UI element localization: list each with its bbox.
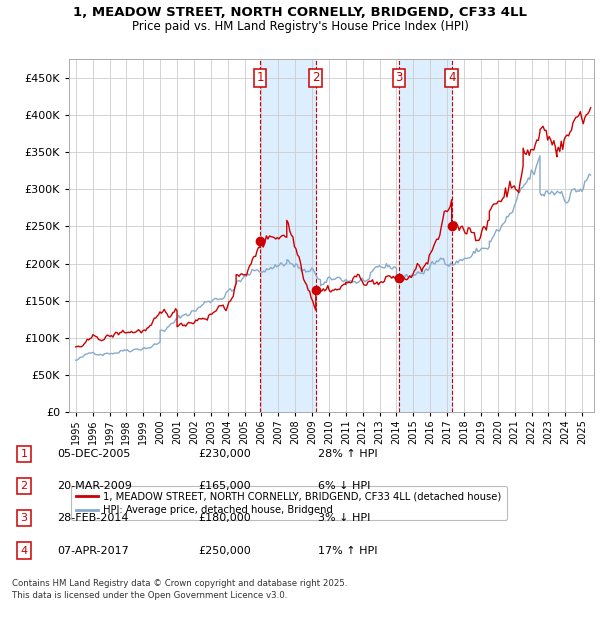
Text: £165,000: £165,000 <box>198 481 251 491</box>
Text: 28% ↑ HPI: 28% ↑ HPI <box>318 449 377 459</box>
Text: 3: 3 <box>20 513 28 523</box>
Text: 4: 4 <box>448 71 455 84</box>
Text: £230,000: £230,000 <box>198 449 251 459</box>
Text: £250,000: £250,000 <box>198 546 251 556</box>
Text: 1: 1 <box>256 71 264 84</box>
Text: 20-MAR-2009: 20-MAR-2009 <box>57 481 132 491</box>
Text: 1: 1 <box>20 449 28 459</box>
Text: Contains HM Land Registry data © Crown copyright and database right 2025.: Contains HM Land Registry data © Crown c… <box>12 578 347 588</box>
Text: 2: 2 <box>312 71 320 84</box>
Text: Price paid vs. HM Land Registry's House Price Index (HPI): Price paid vs. HM Land Registry's House … <box>131 20 469 33</box>
Text: 3: 3 <box>395 71 403 84</box>
Text: 6% ↓ HPI: 6% ↓ HPI <box>318 481 370 491</box>
Text: 4: 4 <box>20 546 28 556</box>
Text: 3% ↓ HPI: 3% ↓ HPI <box>318 513 370 523</box>
Bar <box>260 59 316 412</box>
Text: 28-FEB-2014: 28-FEB-2014 <box>57 513 128 523</box>
Text: 07-APR-2017: 07-APR-2017 <box>57 546 129 556</box>
Text: 05-DEC-2005: 05-DEC-2005 <box>57 449 130 459</box>
Bar <box>399 59 452 412</box>
Text: 1, MEADOW STREET, NORTH CORNELLY, BRIDGEND, CF33 4LL: 1, MEADOW STREET, NORTH CORNELLY, BRIDGE… <box>73 6 527 19</box>
Legend: 1, MEADOW STREET, NORTH CORNELLY, BRIDGEND, CF33 4LL (detached house), HPI: Aver: 1, MEADOW STREET, NORTH CORNELLY, BRIDGE… <box>71 486 506 520</box>
Text: This data is licensed under the Open Government Licence v3.0.: This data is licensed under the Open Gov… <box>12 591 287 600</box>
Text: 2: 2 <box>20 481 28 491</box>
Text: 17% ↑ HPI: 17% ↑ HPI <box>318 546 377 556</box>
Text: £180,000: £180,000 <box>198 513 251 523</box>
